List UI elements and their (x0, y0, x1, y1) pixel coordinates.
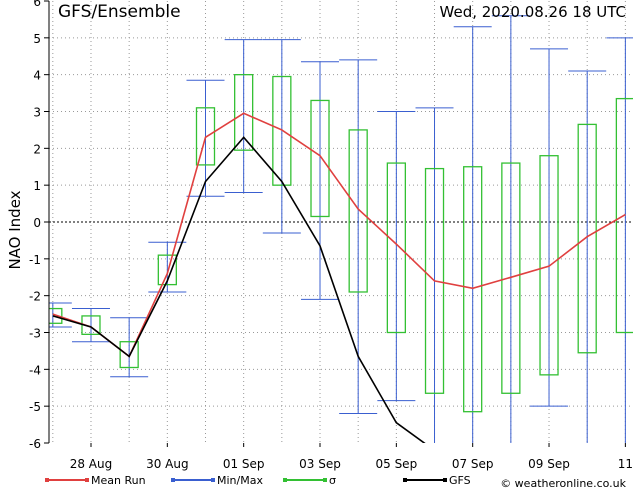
legend-label-sigma: σ (329, 474, 336, 487)
chart-title: GFS/Ensemble (58, 2, 181, 22)
legend-marker-gfs (443, 478, 447, 482)
y-tick-label: -3 (29, 327, 41, 341)
sigma-box (348, 129, 368, 293)
sigma-box (119, 341, 139, 369)
y-tick-label: -6 (29, 437, 41, 451)
sigma-box (615, 97, 633, 334)
legend-marker-gfs (403, 478, 407, 482)
legend-marker-sigma (323, 478, 327, 482)
legend-marker-sigma (283, 478, 287, 482)
legend-marker-minmax (211, 478, 215, 482)
legend-marker-mean (45, 478, 49, 482)
x-tick-label: 03 Sep (299, 457, 341, 471)
gfs-line (52, 136, 426, 443)
sigma-box (195, 107, 216, 166)
sigma-box (386, 162, 406, 334)
series-layer (49, 15, 633, 443)
y-tick-label: 4 (33, 69, 41, 83)
sigma-box (157, 254, 177, 286)
x-tick-label: 11 (618, 457, 633, 471)
sigma-box (577, 123, 597, 354)
y-tick-label: 6 (33, 0, 41, 9)
legend: Mean Run Min/Max σ GFS (45, 474, 471, 487)
sigma-box (501, 162, 521, 394)
run-timestamp: Wed, 2020.08.26 18 UTC (440, 3, 626, 21)
axis-layer: -6 -5 -4 -3 -2 -1 0 1 2 3 4 5 6 28 Aug 30 Aug 01 Sep 03 … (29, 0, 633, 471)
mean-run-line (52, 112, 626, 358)
sigma-box (234, 74, 254, 151)
x-tick-label: 28 Aug (70, 457, 113, 471)
sigma-box (272, 75, 292, 186)
legend-label-gfs: GFS (449, 474, 471, 487)
y-tick-label: 3 (33, 106, 41, 120)
y-tick-label: 0 (33, 216, 41, 230)
y-tick-label: 1 (33, 179, 41, 193)
x-tick-label: 07 Sep (452, 457, 494, 471)
sigma-box (310, 99, 330, 218)
legend-marker-mean (85, 478, 89, 482)
y-tick-label: -4 (29, 363, 41, 377)
y-tick-label: -2 (29, 290, 41, 304)
y-tick-label: 2 (33, 142, 41, 156)
y-tick-label: -1 (29, 253, 41, 267)
sigma-box (463, 166, 483, 413)
legend-label-minmax: Min/Max (217, 474, 263, 487)
y-tick-label: 5 (33, 32, 41, 46)
x-tick-label: 09 Sep (528, 457, 570, 471)
sigma-box (424, 167, 445, 394)
sigma-box (49, 307, 63, 324)
x-tick-label: 30 Aug (146, 457, 189, 471)
y-tick-label: -5 (29, 400, 41, 414)
credit-text: © weatheronline.co.uk (500, 477, 626, 490)
x-tick-label: 05 Sep (375, 457, 417, 471)
y-axis-label: NAO Index (6, 190, 24, 269)
x-tick-label: 01 Sep (223, 457, 265, 471)
legend-label-mean: Mean Run (91, 474, 146, 487)
legend-marker-minmax (171, 478, 175, 482)
sigma-box (539, 155, 559, 376)
